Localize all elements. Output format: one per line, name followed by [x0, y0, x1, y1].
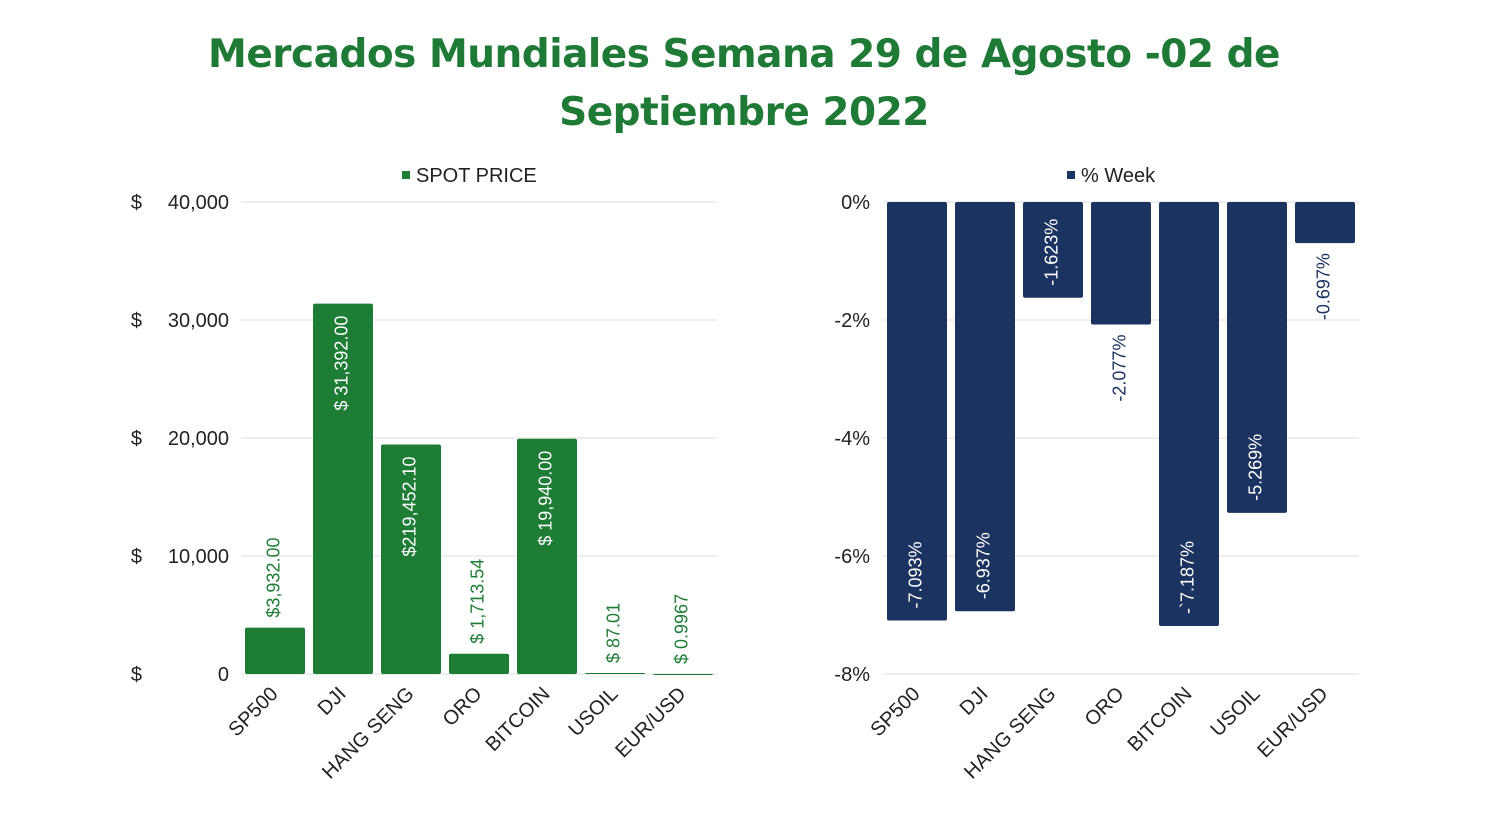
data-label: -0.697%: [1314, 253, 1334, 320]
bar-eur-usd: [653, 673, 713, 675]
bar-eur-usd: [1295, 202, 1355, 244]
x-tick-label: DJI: [314, 683, 351, 720]
bar-bitcoin: [1159, 202, 1219, 627]
y-tick-prefix: $: [131, 664, 142, 686]
bar-usoil: [1227, 202, 1287, 513]
y-tick-prefix: $: [131, 192, 142, 214]
x-tick-label: BITCOIN: [1124, 683, 1197, 756]
y-tick-label: -8%: [834, 664, 870, 686]
x-tick-label: SP500: [867, 683, 925, 741]
data-label: -5.269%: [1246, 434, 1266, 501]
title-line-2: Septiembre 2022: [559, 90, 929, 135]
bar-usoil: [585, 672, 645, 674]
y-tick-label: 40,000: [168, 192, 229, 214]
legend-label: % Week: [1081, 165, 1156, 187]
data-label: $ 19,940.00: [536, 451, 556, 546]
x-tick-label: USOIL: [1207, 683, 1265, 741]
y-tick-label: -2%: [834, 310, 870, 332]
bar-oro: [449, 653, 509, 674]
bar-hang-seng: [1023, 202, 1083, 298]
bar-oro: [1091, 202, 1151, 325]
data-label: $ 1,713.54: [468, 559, 488, 644]
data-label: -7.093%: [906, 541, 926, 608]
y-tick-label: -6%: [834, 546, 870, 568]
y-tick-label: 30,000: [168, 310, 229, 332]
legend-swatch: [402, 171, 410, 179]
legend-swatch: [1067, 171, 1075, 179]
x-tick-label: ORO: [439, 683, 487, 731]
data-label: $3,932.00: [264, 538, 284, 618]
data-label: $ 31,392.00: [332, 316, 352, 411]
x-tick-label: DJI: [956, 683, 993, 720]
data-label: -`7.187%: [1178, 541, 1198, 614]
data-label: -1.623%: [1042, 219, 1062, 286]
y-tick-label: 20,000: [168, 428, 229, 450]
y-tick-label: 0%: [841, 192, 870, 214]
x-tick-label: BITCOIN: [482, 683, 555, 756]
bar-dji: [955, 202, 1015, 612]
x-tick-label: EUR/USD: [611, 683, 690, 762]
week-change-chart: % Week 0% -2% -4% -6% -8% -7.093% SP500 -6.937% D…: [834, 165, 1359, 783]
x-tick-label: SP500: [225, 683, 283, 741]
bar-hang-seng: [381, 444, 441, 674]
x-tick-label: EUR/USD: [1253, 683, 1332, 762]
data-label: $ 0.9967: [672, 594, 692, 664]
y-tick-prefix: $: [131, 546, 142, 568]
bar-sp500: [887, 202, 947, 621]
y-tick-label: -4%: [834, 428, 870, 450]
data-label: -2.077%: [1110, 335, 1130, 402]
y-tick-label: 0: [218, 664, 229, 686]
data-label: $219,452.10: [400, 456, 420, 556]
page-title: Mercados Mundiales Semana 29 de Agosto -…: [0, 26, 1488, 142]
y-tick-prefix: $: [131, 428, 142, 450]
title-line-1: Mercados Mundiales Semana 29 de Agosto -…: [208, 32, 1280, 77]
data-label: $ 87.01: [604, 603, 624, 663]
y-tick-prefix: $: [131, 310, 142, 332]
y-tick-label: 10,000: [168, 546, 229, 568]
bar-dji: [313, 303, 373, 674]
bar-bitcoin: [517, 438, 577, 674]
spot-price-chart: SPOT PRICE 0 $10,000 $20,000 $30,000 $40,000 $…: [131, 165, 717, 783]
bar-sp500: [245, 627, 305, 674]
x-tick-label: ORO: [1081, 683, 1129, 731]
legend-label: SPOT PRICE: [416, 165, 537, 187]
data-label: -6.937%: [974, 532, 994, 599]
x-tick-label: USOIL: [565, 683, 623, 741]
